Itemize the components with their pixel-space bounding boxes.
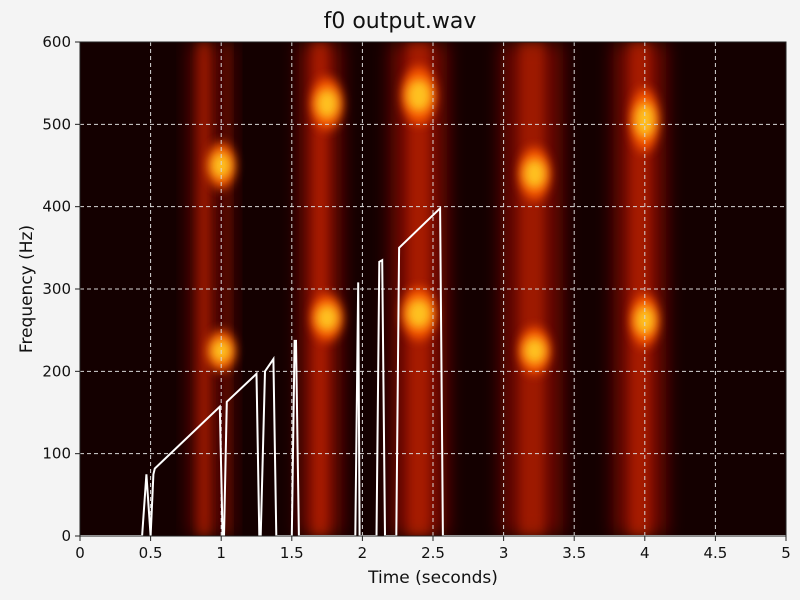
formant-blob-core (211, 152, 232, 179)
x-axis-ticks: 0 0.5 1 1.5 2 2.5 3 3.5 4 4.5 5 (75, 536, 791, 562)
y-tick-label: 0 (61, 527, 71, 545)
x-tick-label: 3.5 (562, 544, 586, 562)
grid (80, 42, 786, 536)
f0-contour-line (80, 205, 786, 536)
formant-blob-core (406, 79, 432, 112)
x-tick-label: 0 (75, 544, 85, 562)
formant-blob-core (315, 88, 339, 119)
y-tick-label: 500 (42, 115, 71, 133)
y-tick-label: 600 (42, 33, 71, 51)
y-tick-label: 300 (42, 280, 71, 298)
formant-blob-core (406, 298, 432, 329)
y-tick-label: 100 (42, 445, 71, 463)
x-tick-label: 2.5 (421, 544, 445, 562)
x-tick-label: 4.5 (703, 544, 727, 562)
formant-blob-core (315, 304, 339, 332)
formant-blob-core (634, 305, 655, 336)
formant-blob-core (523, 337, 546, 365)
x-tick-label: 5 (781, 544, 791, 562)
y-tick-label: 400 (42, 198, 71, 216)
chart-title: f0 output.wav (324, 9, 477, 34)
spectrogram-band-core (629, 42, 651, 536)
x-axis-label: Time (seconds) (367, 568, 498, 588)
formant-blob-core (523, 158, 546, 189)
x-tick-label: 1 (216, 544, 226, 562)
x-tick-label: 0.5 (139, 544, 163, 562)
y-tick-label: 200 (42, 362, 71, 380)
x-tick-label: 1.5 (280, 544, 304, 562)
x-tick-label: 2 (358, 544, 368, 562)
y-axis-label: Frequency (Hz) (17, 225, 37, 353)
spectrogram-formants (207, 66, 659, 375)
y-axis-ticks: 0 100 200 300 400 500 600 (42, 33, 80, 545)
x-tick-label: 3 (499, 544, 509, 562)
spectrogram-band-core (198, 42, 210, 536)
x-tick-label: 4 (640, 544, 650, 562)
